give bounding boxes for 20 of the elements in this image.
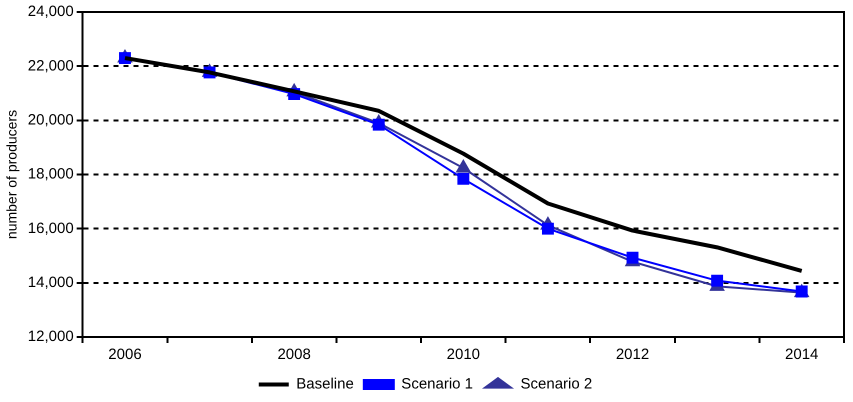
- x-tick-label: 2010: [446, 346, 480, 364]
- x-tick-label: 2008: [277, 346, 311, 364]
- legend-label: Scenario 1: [401, 376, 474, 393]
- point: [372, 118, 385, 131]
- y-axis-title: number of producers: [3, 110, 20, 240]
- point: [711, 274, 724, 287]
- x-tick-label: 2006: [108, 346, 142, 364]
- point: [457, 172, 470, 185]
- point: [626, 252, 638, 264]
- y-tick-label: 22,000: [28, 57, 74, 74]
- x-tick-label: 2014: [785, 346, 818, 364]
- y-tick-label: 16,000: [28, 220, 74, 237]
- legend-label: Scenario 2: [520, 376, 592, 393]
- y-tick-label: 12,000: [28, 328, 74, 346]
- y-tick-label: 18,000: [28, 166, 74, 183]
- x-tick-label: 2012: [616, 346, 650, 364]
- legend-label: Baseline: [296, 376, 354, 393]
- y-tick-label: 14,000: [28, 274, 74, 291]
- y-tick-label: 20,000: [28, 111, 74, 128]
- y-tick-label: 24,000: [28, 3, 74, 20]
